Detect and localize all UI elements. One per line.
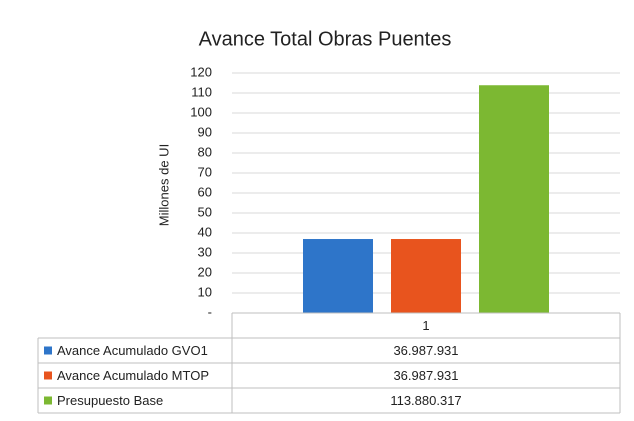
y-tick-label: 110 — [191, 84, 212, 99]
y-tick-label: 80 — [198, 144, 212, 159]
legend-label: Presupuesto Base — [57, 393, 163, 408]
x-tick-label: 1 — [422, 318, 429, 333]
legend-label: Avance Acumulado MTOP — [57, 368, 209, 383]
legend-swatch — [44, 346, 52, 355]
bar — [479, 85, 549, 313]
y-tick-label: 60 — [198, 184, 212, 199]
chart-title: Avance Total Obras Puentes — [199, 28, 452, 50]
bar — [303, 239, 373, 313]
y-tick-label: 30 — [198, 244, 212, 259]
legend-swatch — [44, 396, 52, 405]
y-tick-label: 70 — [198, 164, 212, 179]
table-value: 113.880.317 — [390, 393, 461, 408]
legend-swatch — [44, 371, 52, 380]
y-tick-label: 40 — [198, 224, 212, 239]
y-tick-label: 100 — [190, 104, 212, 119]
y-axis-label: Millones de UI — [156, 144, 171, 226]
y-tick-label: - — [208, 304, 212, 319]
y-tick-label: 120 — [190, 64, 212, 79]
table-value: 36.987.931 — [393, 368, 458, 383]
y-tick-label: 10 — [198, 284, 212, 299]
y-tick-label: 20 — [198, 264, 212, 279]
y-tick-label: 90 — [198, 124, 212, 139]
legend-label: Avance Acumulado GVO1 — [57, 343, 208, 358]
y-tick-label: 50 — [198, 204, 212, 219]
bar — [391, 239, 461, 313]
table-value: 36.987.931 — [393, 343, 458, 358]
